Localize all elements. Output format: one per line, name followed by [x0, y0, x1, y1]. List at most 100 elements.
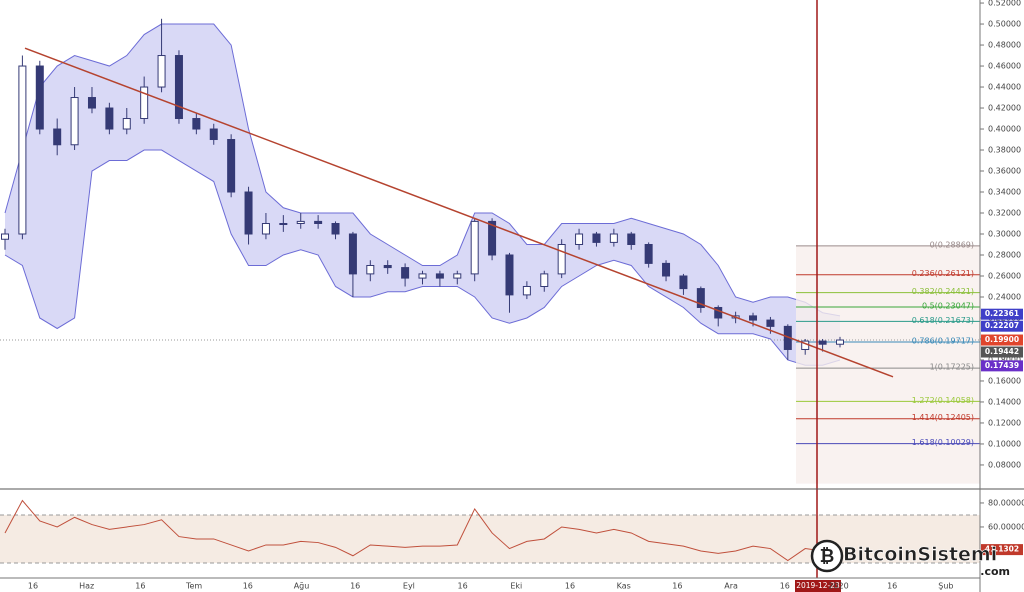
candle-body — [157, 55, 166, 88]
x-tick-label: 16 — [780, 582, 790, 591]
watermark-sub: .com — [980, 565, 1010, 578]
front-layer: 0(0.28869) 0.236(0.26121) 0.382(0.24421) 0.… — [24, 0, 974, 592]
y-tick-label: 0.52000 — [988, 0, 1021, 8]
candle-body — [696, 288, 705, 308]
fib-label: 0.5(0.23047) — [922, 301, 974, 310]
x-tick-label: 16 — [458, 582, 468, 591]
candle-body — [35, 65, 44, 130]
candle-body — [18, 65, 27, 235]
y-tick-label: 0.36000 — [988, 167, 1021, 176]
trendline — [24, 47, 894, 378]
candle-body — [209, 128, 218, 141]
y-tick-label: 0.08000 — [988, 460, 1021, 469]
x-tick-label: 16 — [565, 582, 575, 591]
fib-label: 0.618(0.21673) — [912, 316, 974, 325]
candle-body — [314, 220, 323, 225]
watermark-icon: ₿ — [820, 546, 835, 567]
candle-body — [505, 254, 514, 296]
y-tick-label: 0.40000 — [988, 125, 1021, 134]
candle-body — [261, 223, 270, 235]
price-label-box — [981, 346, 1023, 358]
rsi-last-box — [981, 544, 1023, 556]
fib-label: 0.236(0.26121) — [912, 269, 974, 278]
x-tick-label: 16 — [28, 582, 38, 591]
x-tick-label: Haz — [79, 582, 94, 591]
y-tick-label: 0.12000 — [988, 418, 1021, 427]
candle-body — [331, 223, 340, 235]
y-tick-label: 0.26000 — [988, 271, 1021, 280]
crosshair-date: 2019-12-23 — [796, 581, 840, 590]
bollinger-upper — [4, 23, 841, 317]
candle-body — [401, 267, 410, 279]
x-tick-label: Eyl — [403, 582, 415, 591]
candle-body — [53, 128, 62, 146]
y-tick-label: 0.14000 — [988, 397, 1021, 406]
x-tick-label: Ara — [724, 582, 738, 591]
fib-label: 1(0.17225) — [930, 363, 974, 372]
price-label: 0.17439 — [985, 361, 1019, 370]
candle-body — [749, 315, 758, 321]
candle-body — [1, 233, 9, 240]
price-label-box — [981, 360, 1023, 372]
candle-body — [818, 340, 827, 345]
candle-body — [488, 220, 497, 256]
price-label: 0.22361 — [985, 309, 1019, 318]
x-tick-label: 16 — [350, 582, 360, 591]
bollinger-lower — [4, 149, 841, 366]
candle-body — [609, 233, 618, 243]
y-tick-label: 0.50000 — [988, 20, 1021, 29]
price-label-box — [981, 308, 1023, 320]
fib-label: 1.618(0.10029) — [912, 438, 974, 447]
candle-body — [435, 273, 444, 279]
x-tick-label: Şub — [938, 582, 953, 591]
fib-label: 1.272(0.14058) — [912, 396, 974, 405]
candle-body — [227, 139, 236, 193]
watermark-logo — [810, 539, 844, 573]
y-tick-label: 0.28000 — [988, 250, 1021, 259]
candle-body — [70, 97, 79, 146]
y-tick-label: 0.46000 — [988, 62, 1021, 71]
x-tick-label: 2020 — [828, 582, 848, 591]
candle-body — [644, 243, 653, 264]
watermark: ₿ BitcoinSistemi .com — [810, 539, 1010, 578]
candle-body — [122, 118, 131, 130]
x-tick-label: 16 — [243, 582, 253, 591]
candle-body — [592, 233, 601, 243]
axis-layer: 0.08000 0.10000 0.12000 0.14000 0.16000 0.180… — [28, 0, 1024, 591]
y-tick-label: 0.48000 — [988, 41, 1021, 50]
candle-body — [418, 273, 427, 279]
fib-label: 0.382(0.24421) — [912, 287, 974, 296]
crosshair-date-box — [795, 580, 841, 592]
candle-body — [366, 264, 375, 275]
price-label-box — [981, 334, 1023, 346]
y-tick-label: 0.18000 — [988, 355, 1021, 364]
x-tick-label: 16 — [887, 582, 897, 591]
candle-body — [836, 339, 844, 345]
rsi-tick-label: 80.00000 — [988, 498, 1024, 507]
candle-body — [244, 191, 253, 235]
y-tick-label: 0.44000 — [988, 83, 1021, 92]
rsi-tick-label: 60.00000 — [988, 522, 1024, 531]
candle-body — [679, 275, 688, 290]
x-tick-label: Kas — [617, 582, 631, 591]
y-tick-label: 0.42000 — [988, 104, 1021, 113]
candle-body — [662, 262, 671, 277]
candle-body — [575, 233, 584, 245]
main-layer — [1, 18, 844, 562]
rsi-line — [4, 499, 841, 562]
candle-body — [470, 220, 479, 275]
candle-body — [296, 220, 305, 225]
rsi-last-label: 41.1302 — [985, 545, 1019, 554]
candle-body — [192, 118, 201, 130]
fib-label: 1.414(0.12405) — [912, 413, 974, 422]
y-tick-label: 0.30000 — [988, 229, 1021, 238]
y-tick-label: 0.16000 — [988, 376, 1021, 385]
fib-label: 0(0.28869) — [930, 240, 974, 249]
price-label: 0.22207 — [985, 321, 1019, 330]
x-tick-label: Ağu — [294, 582, 310, 591]
candle-body — [557, 243, 566, 275]
x-tick-label: 16 — [672, 582, 682, 591]
bollinger-fill — [5, 24, 840, 366]
candle-body — [348, 233, 357, 275]
